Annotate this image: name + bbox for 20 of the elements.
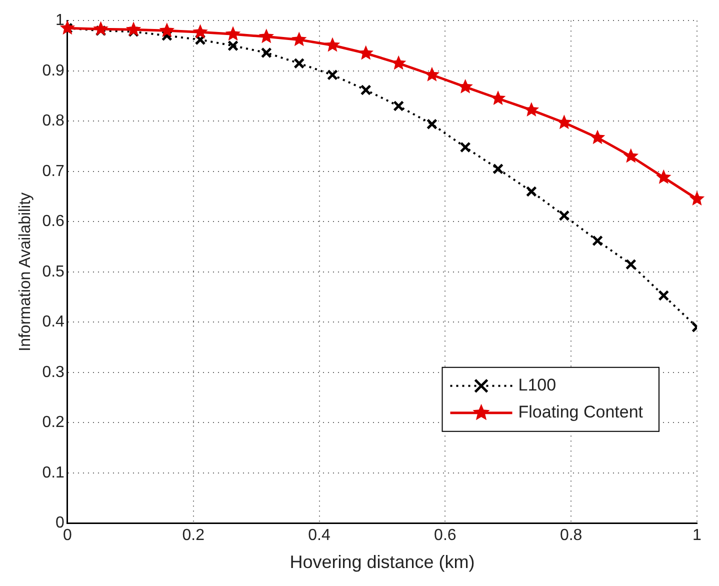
- x-tick-label: 0.8: [560, 527, 582, 544]
- y-tick-label: 1: [56, 12, 65, 30]
- x-axis-title: Hovering distance (km): [290, 552, 475, 572]
- legend-label: L100: [518, 376, 556, 395]
- x-tick-label: 0.4: [308, 527, 330, 544]
- y-tick-label: 0.3: [42, 364, 65, 381]
- y-tick-label: 0: [56, 514, 65, 532]
- y-tick-label: 0.5: [42, 263, 65, 280]
- y-tick-label: 0.9: [42, 62, 65, 80]
- y-tick-label: 0.4: [42, 314, 65, 331]
- y-tick-label: 0.6: [42, 213, 65, 230]
- y-tick-label: 0.1: [42, 464, 65, 482]
- y-axis-title: Information Availability: [17, 192, 34, 352]
- x-tick-label: 1: [692, 527, 702, 544]
- y-tick-label: 0.8: [42, 112, 65, 130]
- y-tick-label: 0.2: [42, 414, 65, 432]
- x-tick-label: 0.6: [434, 527, 456, 544]
- x-tick-label: 0.2: [182, 527, 205, 544]
- legend-label: Floating Content: [518, 402, 644, 422]
- y-tick-label: 0.7: [42, 162, 65, 180]
